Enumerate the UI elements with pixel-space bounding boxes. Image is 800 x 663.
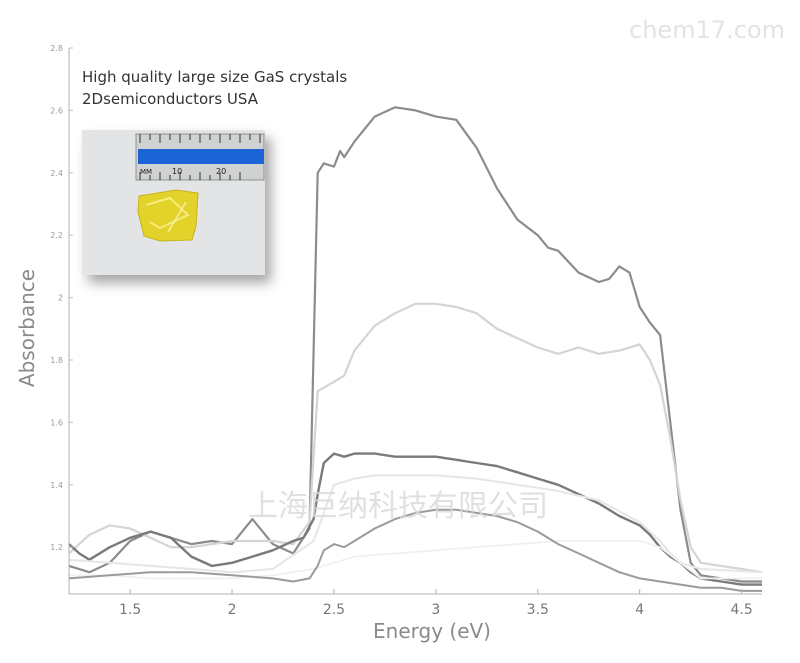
series-layer bbox=[68, 106, 763, 592]
crystal-photo-inset: MM 10 20 bbox=[82, 130, 265, 275]
x-tick-label: 2 bbox=[228, 602, 237, 618]
y-axis-title: Absorbance bbox=[15, 269, 39, 387]
ruler-blue-band bbox=[138, 149, 264, 164]
ruler-label-mm: MM bbox=[140, 168, 152, 176]
x-tick-label: 2.5 bbox=[323, 602, 345, 618]
x-axis-title: Energy (eV) bbox=[373, 619, 491, 643]
crystal-highlight-2 bbox=[167, 201, 187, 233]
y-tick-label: 2.2 bbox=[50, 231, 63, 240]
ruler-ticks bbox=[139, 134, 261, 180]
x-tick-label: 3.5 bbox=[527, 602, 549, 618]
x-tick-label: 4.5 bbox=[730, 602, 752, 618]
crystal-highlight bbox=[145, 196, 190, 230]
y-tick-label: 1.4 bbox=[50, 481, 63, 490]
series-line-2 bbox=[68, 302, 763, 574]
y-ticks: 1.2 1.4 1.6 1.8 2 2.2 2.4 2.6 2.8 bbox=[50, 44, 73, 552]
ruler-label-20: 20 bbox=[216, 167, 226, 176]
annotation-line-1: High quality large size GaS crystals bbox=[82, 68, 347, 86]
y-tick-label: 1.8 bbox=[50, 356, 63, 365]
x-ticks: 1.5 2 2.5 3 3.5 4 4.5 bbox=[119, 589, 753, 618]
x-tick-label: 1.5 bbox=[119, 602, 141, 618]
annotation-line-2: 2Dsemiconductors USA bbox=[82, 90, 259, 108]
y-tick-label: 2.4 bbox=[50, 169, 63, 178]
series-line-5 bbox=[69, 540, 762, 580]
y-tick-label: 1.6 bbox=[50, 418, 63, 427]
series-line-4 bbox=[68, 474, 763, 574]
x-tick-label: 3 bbox=[431, 602, 440, 618]
series-line-6 bbox=[68, 508, 762, 592]
watermark-company: 上海巨纳科技有限公司 bbox=[248, 489, 548, 524]
watermark-top-right: chem17.com bbox=[629, 16, 785, 44]
y-tick-label: 1.2 bbox=[50, 543, 63, 552]
y-tick-label: 2.6 bbox=[50, 106, 63, 115]
ruler-label-10: 10 bbox=[172, 167, 182, 176]
x-tick-label: 4 bbox=[635, 602, 644, 618]
axes bbox=[68, 48, 762, 595]
y-tick-label: 2.8 bbox=[50, 44, 63, 53]
y-tick-label: 2 bbox=[58, 294, 63, 303]
